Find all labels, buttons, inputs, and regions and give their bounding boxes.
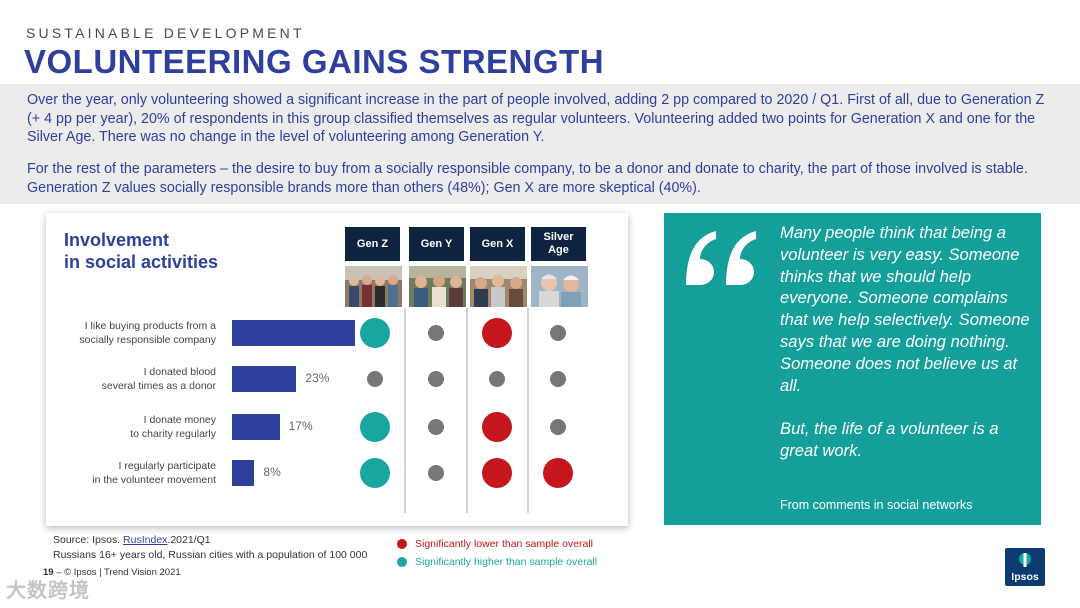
- column-header-gen-z: Gen Z: [345, 227, 400, 261]
- bar: [232, 414, 280, 440]
- intro-paragraph-2: For the rest of the parameters – the des…: [27, 161, 1028, 196]
- intro-panel: Over the year, only volunteering showed …: [0, 84, 1080, 204]
- column-divider: [466, 308, 468, 513]
- column-divider: [527, 308, 529, 513]
- significance-dot-none: [489, 371, 505, 387]
- significance-dot-none: [550, 419, 566, 435]
- column-header-silver-age: Silver Age: [531, 227, 586, 261]
- significance-dot-none: [428, 465, 444, 481]
- source-link[interactable]: RusIndex: [123, 534, 168, 546]
- footer: 19 – © Ipsos | Trend Vision 2021: [43, 567, 181, 578]
- significance-dot-none: [428, 371, 444, 387]
- logo-text: Ipsos: [1011, 571, 1039, 583]
- page-title: VOLUNTEERING GAINS STRENGTH: [24, 43, 605, 80]
- row-label: I donated blood several times as a donor: [101, 366, 216, 392]
- bar-value-label: 8%: [263, 465, 281, 479]
- source-note: Source: Ipsos. RusIndex.2021/Q1 Russians…: [53, 533, 367, 563]
- legend-higher: Significantly higher than sample overall: [397, 556, 597, 568]
- significance-dot-none: [550, 325, 566, 341]
- bar: [232, 320, 356, 346]
- quote-source: From comments in social networks: [780, 498, 973, 512]
- legend-lower-dot: [397, 539, 407, 549]
- source-suffix: .2021/Q1: [167, 534, 211, 546]
- significance-dot-lower: [482, 318, 512, 348]
- footer-text: – © Ipsos | Trend Vision 2021: [53, 567, 181, 578]
- significance-dot-higher: [360, 458, 390, 488]
- ipsos-logo: Ipsos: [1005, 548, 1045, 586]
- kicker: SUSTAINABLE DEVELOPMENT: [26, 25, 305, 41]
- gen-z-photo: [345, 266, 402, 307]
- chart-card: Involvement in social activities Gen Z G…: [46, 213, 628, 526]
- gen-x-photo: [470, 266, 527, 307]
- significance-dot-higher: [360, 412, 390, 442]
- source-sample: Russians 16+ years old, Russian cities w…: [53, 549, 368, 561]
- row-label: I like buying products from a socially r…: [79, 320, 216, 346]
- legend-higher-dot: [397, 557, 407, 567]
- legend-lower-label: Significantly lower than sample overall: [415, 538, 594, 550]
- significance-dot-none: [367, 371, 383, 387]
- bar: [232, 366, 297, 392]
- significance-dot-lower: [482, 458, 512, 488]
- quote-box: Many people think that being a volunteer…: [664, 213, 1041, 525]
- source-prefix: Source: Ipsos.: [53, 534, 124, 546]
- significance-dot-lower: [543, 458, 573, 488]
- legend-lower: Significantly lower than sample overall: [397, 538, 593, 550]
- significance-dot-higher: [360, 318, 390, 348]
- column-header-gen-x: Gen X: [470, 227, 525, 261]
- quote-text: Many people think that being a volunteer…: [780, 223, 1030, 460]
- column-header-gen-y: Gen Y: [409, 227, 464, 261]
- significance-dot-none: [550, 371, 566, 387]
- significance-dot-none: [428, 325, 444, 341]
- row-label: I regularly participate in the volunteer…: [92, 460, 216, 486]
- bar-value-label: 17%: [288, 419, 313, 433]
- page-number: 19: [43, 567, 54, 578]
- significance-dot-none: [428, 419, 444, 435]
- watermark: 大数跨境: [6, 580, 90, 602]
- significance-dot-lower: [482, 412, 512, 442]
- silver-age-photo: [531, 266, 588, 307]
- quote-icon: [686, 231, 756, 285]
- intro-paragraph-1: Over the year, only volunteering showed …: [27, 92, 1045, 146]
- gen-y-photo: [409, 266, 466, 307]
- column-divider: [404, 308, 406, 513]
- bar-value-label: 23%: [305, 371, 330, 385]
- logo-mark-icon: [1019, 553, 1031, 567]
- legend-higher-label: Significantly higher than sample overall: [415, 556, 598, 568]
- row-label: I donate money to charity regularly: [130, 414, 216, 440]
- chart-title: Involvement in social activities: [64, 230, 219, 272]
- bar: [232, 460, 255, 486]
